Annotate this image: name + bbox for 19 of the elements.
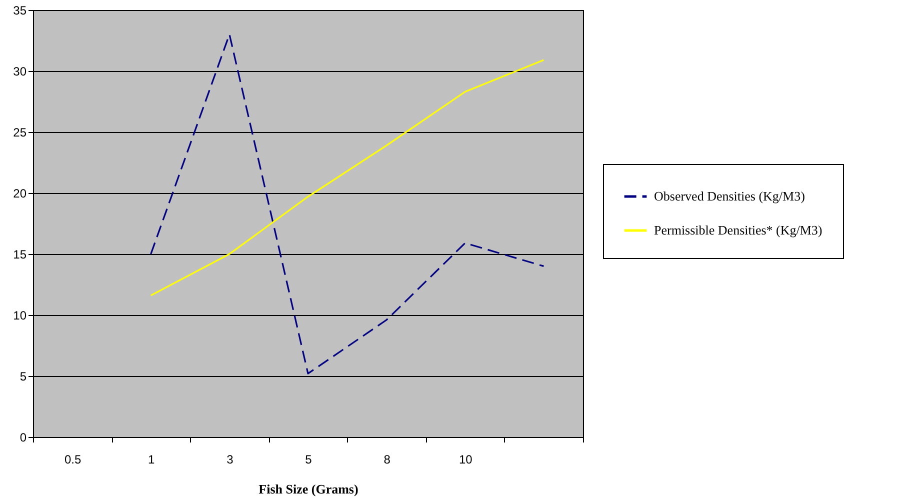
- x-axis-title: Fish Size (Grams): [258, 482, 358, 496]
- x-tick-label: 0.5: [64, 452, 82, 466]
- legend-label: Permissible Densities* (Kg/M3): [654, 222, 822, 238]
- y-tick-label: 35: [13, 4, 27, 18]
- y-tick-label: 30: [13, 64, 27, 78]
- x-tick-label: 10: [458, 452, 473, 466]
- y-tick-label: 0: [20, 430, 27, 444]
- line-series: [150, 59, 545, 296]
- y-tick-label: 25: [13, 126, 27, 140]
- y-tick-label: 20: [13, 186, 27, 200]
- x-tick-label: 8: [384, 452, 391, 466]
- x-tick-label: 5: [305, 452, 312, 466]
- x-tick-label: 1: [148, 452, 156, 466]
- y-tick-label: 15: [13, 248, 27, 262]
- y-tick-label: 5: [20, 370, 27, 384]
- legend-label: Observed Densities (Kg/M3): [654, 188, 805, 204]
- line-series: [150, 34, 545, 374]
- x-tick-label: 3: [226, 452, 234, 466]
- y-tick-label: 10: [13, 308, 27, 322]
